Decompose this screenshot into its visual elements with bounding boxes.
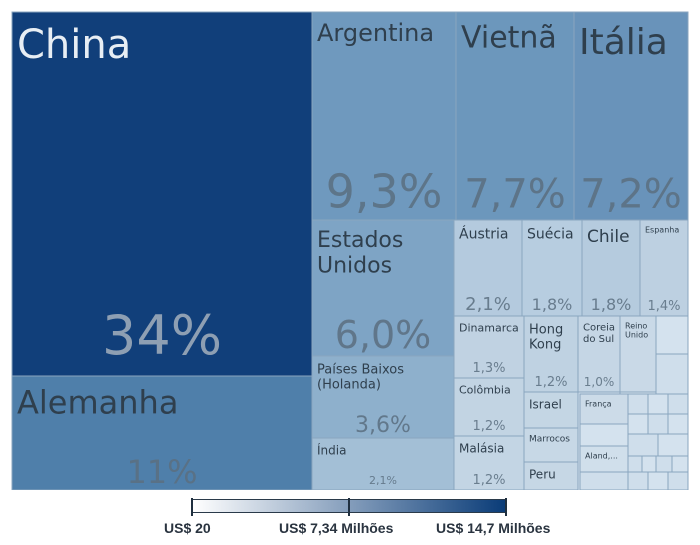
- tile-value-argentina: 9,3%: [326, 165, 443, 219]
- small-tile: [667, 393, 689, 415]
- tile-label-espanha: Espanha: [645, 225, 679, 234]
- legend-tick-min: [191, 498, 193, 516]
- tile-value-chile: 1,8%: [591, 295, 632, 314]
- tile-label-vietna: Vietnã: [461, 21, 557, 56]
- tile-label-argentina: Argentina: [317, 19, 434, 47]
- treemap-chart: China 34% Alemanha 11% Argentina 9,3% Vietnã 7,…: [11, 11, 689, 490]
- tile-label-israel: Israel: [529, 398, 562, 412]
- small-tile: [667, 471, 689, 490]
- legend-tick-max: [505, 498, 507, 516]
- legend-min-label: US$ 20: [164, 520, 211, 536]
- small-tile: [671, 455, 689, 473]
- tile-value-india: 2,1%: [369, 474, 397, 487]
- tile-value-dinamarca: 1,3%: [472, 361, 505, 376]
- tile-value-paises-baixos-holanda: 3,6%: [355, 413, 411, 438]
- small-tile: [647, 393, 669, 415]
- tile-dinamarca[interactable]: [453, 315, 525, 379]
- tile-label-china: China: [17, 22, 131, 68]
- legend-tick-mid: [348, 498, 350, 516]
- tile-label-franca: França: [585, 399, 612, 408]
- small-tile: [657, 433, 689, 457]
- tile-label-marrocos: Marrocos: [529, 434, 570, 444]
- tile-label-paises-baixos-holanda: Países Baixos (Holanda): [317, 363, 404, 393]
- tile-label-suecia: Suécia: [527, 227, 574, 243]
- small-tile: [627, 393, 649, 415]
- tile-china[interactable]: [11, 11, 313, 377]
- tile-label-coreia-do-sul: Coreia do Sul: [583, 323, 615, 346]
- tile-value-estados-unidos: 6,0%: [335, 313, 432, 357]
- tile-espanha[interactable]: [639, 219, 689, 317]
- legend-max-label: US$ 14,7 Milhões: [436, 520, 551, 536]
- tile-peru[interactable]: [523, 461, 579, 490]
- small-tile: [579, 423, 629, 447]
- tile-franca[interactable]: [579, 393, 629, 425]
- tile-value-austria: 2,1%: [465, 294, 511, 315]
- tile-label-malasia: Malásia: [459, 442, 504, 456]
- small-tile: [667, 413, 689, 435]
- tile-label-dinamarca: Dinamarca: [459, 322, 519, 335]
- tile-label-peru: Peru: [529, 468, 556, 482]
- tile-india[interactable]: [311, 437, 455, 490]
- tile-vietna[interactable]: [455, 11, 575, 221]
- tile-chile[interactable]: [581, 219, 641, 317]
- small-tile: [627, 455, 643, 473]
- tile-alemanha[interactable]: [11, 375, 313, 490]
- tile-value-coreia-do-sul: 1,0%: [584, 375, 615, 389]
- tile-marrocos[interactable]: [523, 427, 579, 463]
- tile-italia[interactable]: [573, 11, 689, 221]
- tile-argentina[interactable]: [311, 11, 457, 221]
- tile-label-italia: Itália: [579, 22, 668, 63]
- small-tile: [627, 413, 649, 435]
- small-tile: [627, 433, 659, 457]
- tile-value-vietna: 7,7%: [464, 172, 566, 218]
- small-tile: [647, 413, 669, 435]
- tile-aland[interactable]: [579, 445, 629, 473]
- tile-austria[interactable]: [453, 219, 523, 317]
- tile-label-alemanha: Alemanha: [17, 384, 178, 422]
- tile-label-colombia: Colômbia: [459, 384, 511, 397]
- legend-mid-label: US$ 7,34 Milhões: [279, 520, 394, 536]
- tile-value-malasia: 1,2%: [472, 473, 505, 488]
- tile-colombia[interactable]: [453, 377, 525, 437]
- tile-malasia[interactable]: [453, 435, 525, 490]
- tile-label-aland: Aland,...: [585, 451, 618, 460]
- tile-value-china: 34%: [102, 304, 222, 367]
- tile-value-italia: 7,2%: [580, 172, 682, 218]
- tile-label-chile: Chile: [587, 227, 630, 247]
- small-tile: [655, 315, 689, 355]
- tile-label-austria: Áustria: [459, 226, 508, 243]
- small-tile: [647, 471, 669, 490]
- small-tile: [627, 471, 649, 490]
- small-tile: [655, 455, 673, 473]
- tile-value-suecia: 1,8%: [532, 295, 573, 314]
- tile-value-alemanha: 11%: [126, 453, 197, 490]
- tile-estados-unidos[interactable]: [311, 219, 455, 357]
- tile-value-hong-kong: 1,2%: [534, 375, 567, 390]
- tile-reino-unido[interactable]: [619, 315, 657, 393]
- small-tile: [579, 471, 629, 490]
- tile-label-reino-unido: Reino Unido: [625, 321, 648, 339]
- small-tile: [641, 455, 657, 473]
- color-legend: US$ 20 US$ 7,34 Milhões US$ 14,7 Milhões: [0, 490, 700, 545]
- tile-hong-kong[interactable]: [523, 315, 579, 393]
- tile-value-colombia: 1,2%: [472, 419, 505, 434]
- tile-label-india: Índia: [317, 443, 346, 458]
- tile-value-espanha: 1,4%: [647, 299, 680, 314]
- tile-label-estados-unidos: Estados Unidos: [317, 228, 403, 278]
- tile-coreia-do-sul[interactable]: [577, 315, 621, 393]
- small-tile: [655, 353, 689, 395]
- tile-label-hong-kong: Hong Kong: [529, 323, 563, 353]
- tile-suecia[interactable]: [521, 219, 583, 317]
